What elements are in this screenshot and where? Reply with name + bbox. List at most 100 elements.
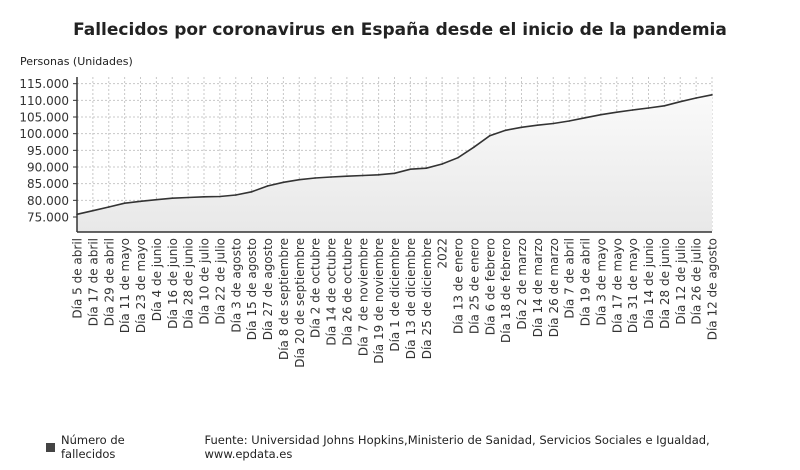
y-tick-label: 100.000 <box>19 127 69 141</box>
data-point <box>107 206 110 208</box>
x-tick-label: Día 26 de octubre <box>340 238 354 346</box>
data-point <box>361 174 364 177</box>
data-point <box>520 126 523 129</box>
series-area <box>77 94 712 232</box>
data-point <box>600 113 602 116</box>
data-point <box>298 178 301 181</box>
footer: Número de fallecidos Fuente: Universidad… <box>46 433 800 461</box>
x-tick-label: Día 14 de marzo <box>531 238 545 337</box>
data-point <box>425 167 428 169</box>
x-tick-label: Día 1 de diciembre <box>388 238 402 352</box>
x-tick-label: Día 13 de enero <box>452 238 466 334</box>
x-tick-label: Día 13 de diciembre <box>404 238 418 359</box>
data-point <box>457 156 459 159</box>
y-tick-label: 110.000 <box>19 94 69 108</box>
x-tick-label: Día 5 de abril <box>71 238 85 319</box>
legend-label: Número de fallecidos <box>60 433 125 461</box>
data-point <box>187 196 189 199</box>
y-tick-label: 95.000 <box>27 144 69 158</box>
y-tick-label: 80.000 <box>27 194 69 208</box>
x-tick-label: Día 25 de diciembre <box>420 238 434 359</box>
x-tick-label: Día 29 de abril <box>102 238 116 326</box>
x-tick-label: Día 23 de mayo <box>134 238 148 333</box>
data-point <box>552 122 555 125</box>
data-point <box>234 194 237 196</box>
data-point <box>631 109 634 111</box>
x-tick-label: Día 26 de marzo <box>547 238 561 337</box>
data-point <box>250 191 253 193</box>
x-tick-label: Día 12 de agosto <box>706 238 720 340</box>
data-point <box>219 195 221 198</box>
x-tick-label: Día 4 de junio <box>150 238 164 321</box>
data-point <box>663 105 666 107</box>
x-tick-label: Día 11 de mayo <box>118 238 132 333</box>
x-tick-label: Día 15 de agosto <box>245 238 259 340</box>
x-tick-label: Día 3 de agosto <box>229 238 243 333</box>
y-tick-label: 85.000 <box>27 177 69 191</box>
data-point <box>346 175 348 177</box>
source-text: Fuente: Universidad Johns Hopkins,Minist… <box>204 433 710 461</box>
x-tick-label: Día 26 de julio <box>690 238 704 325</box>
data-point <box>123 202 126 204</box>
data-point <box>647 107 650 109</box>
data-point <box>615 111 618 113</box>
y-tick-label: 90.000 <box>27 161 69 175</box>
data-point <box>441 163 443 165</box>
data-point <box>711 94 713 96</box>
x-tick-label: 2022 <box>436 238 450 269</box>
data-point <box>330 176 332 178</box>
data-point <box>488 134 491 137</box>
data-point <box>504 129 507 132</box>
data-point <box>409 168 412 170</box>
x-tick-label: Día 28 de junio <box>658 238 672 329</box>
x-tick-label: Día 8 de septiembre <box>277 238 291 360</box>
y-ticks: 75.000 80.000 85.000 90.000 95.000 100.000 105… <box>19 77 77 225</box>
x-tick-label: Día 19 de abril <box>579 238 593 326</box>
y-tick-label: 105.000 <box>19 111 69 125</box>
data-point <box>568 120 570 122</box>
x-tick-label: Día 27 de agosto <box>261 238 275 340</box>
axes <box>76 77 713 233</box>
x-tick-label: Día 10 de julio <box>198 238 212 325</box>
x-tick-label: Día 6 de febrero <box>483 238 497 335</box>
legend-swatch <box>46 442 55 452</box>
y-tick-label: 75.000 <box>27 211 69 225</box>
x-tick-label: Día 18 de febrero <box>499 238 513 343</box>
x-tick-label: Día 7 de abril <box>563 238 577 319</box>
data-point <box>473 146 475 148</box>
x-tick-label: Día 19 de noviembre <box>372 238 386 364</box>
data-point <box>92 209 94 212</box>
data-point <box>171 197 174 199</box>
chart: 75.000 80.000 85.000 90.000 95.000 100.000 105… <box>19 77 720 368</box>
data-point <box>139 200 142 203</box>
data-point <box>155 198 158 201</box>
x-tick-label: Día 14 de octubre <box>325 238 339 346</box>
x-tick-label: Día 2 de octubre <box>309 238 323 338</box>
data-point <box>679 100 682 103</box>
x-tick-label: Día 31 de mayo <box>626 238 640 333</box>
data-point <box>203 196 205 198</box>
x-tick-label: Día 2 de marzo <box>515 238 529 330</box>
x-tick-label: Día 3 de mayo <box>594 238 608 326</box>
x-tick-label: Día 7 de noviembre <box>356 238 370 356</box>
x-tick-label: Día 25 de enero <box>467 238 481 334</box>
x-tick-label: Día 17 de abril <box>86 238 100 326</box>
x-tick-label: Día 28 de junio <box>182 238 196 329</box>
data-point <box>314 177 316 179</box>
x-tick-label: Día 12 de julio <box>674 238 688 325</box>
data-point <box>536 124 539 126</box>
chart-title: Fallecidos por coronavirus en España des… <box>73 20 727 40</box>
data-point <box>266 185 269 187</box>
data-point <box>377 174 380 176</box>
x-tick-label: Día 14 de junio <box>642 238 656 329</box>
x-tick-label: Día 20 de septiembre <box>293 238 307 368</box>
data-point <box>282 181 285 184</box>
x-tick-label: Día 22 de julio <box>213 238 227 325</box>
x-tick-label: Día 16 de junio <box>166 238 180 329</box>
data-point <box>393 172 396 175</box>
data-point <box>695 97 697 99</box>
x-tick-label: Día 17 de mayo <box>610 238 624 333</box>
data-point <box>584 117 586 119</box>
x-ticks: Día 5 de abril Día 17 de abril Día 29 de a… <box>71 238 720 368</box>
y-tick-label: 115.000 <box>19 77 69 91</box>
